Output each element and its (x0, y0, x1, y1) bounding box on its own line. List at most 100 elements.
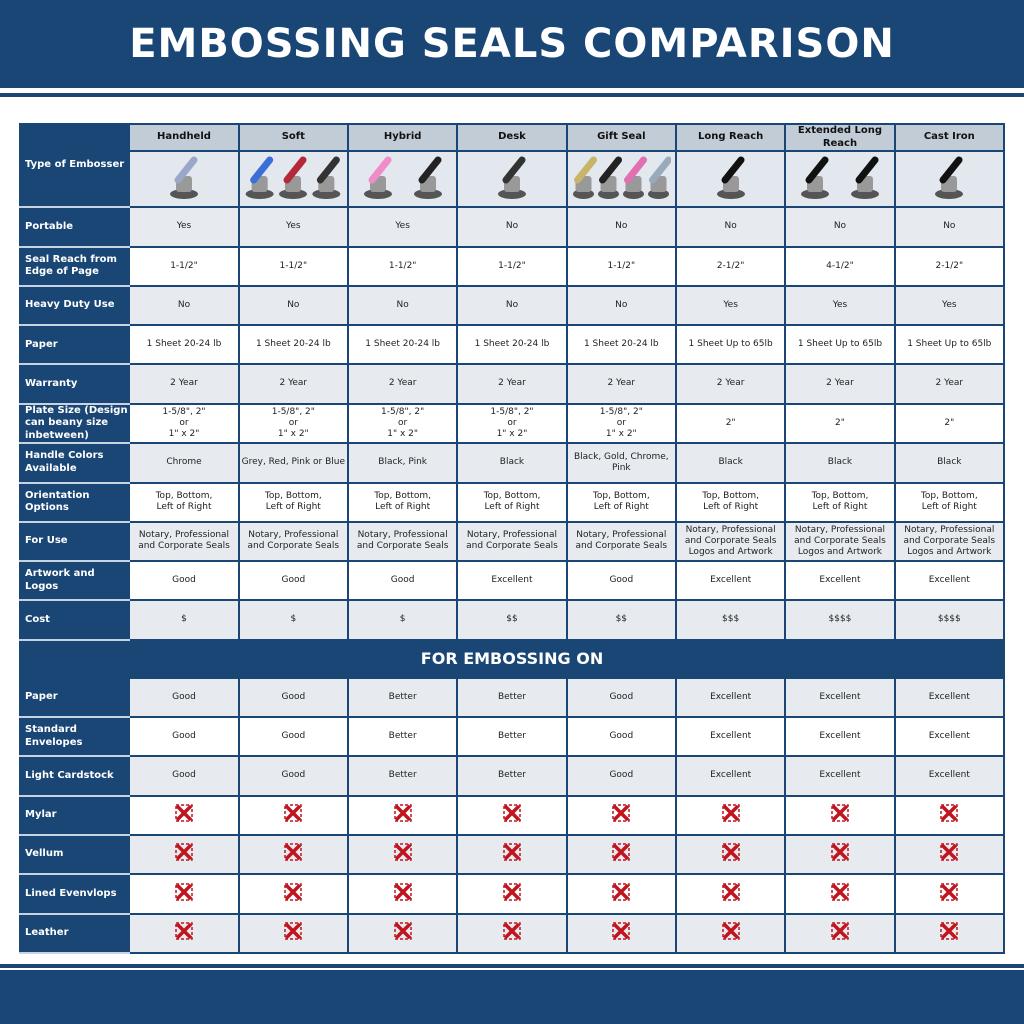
x-icon (393, 804, 412, 822)
product-image (456, 149, 568, 209)
comparison-table: Type of Embosser Handheld Soft Hybrid Desk Gi… (18, 122, 1006, 954)
table-cell: Notary, Professional and Corporate Seals… (674, 520, 787, 563)
table-cell: Yes (128, 206, 240, 248)
table-cell: No (784, 206, 896, 248)
row-label: For Use (18, 520, 131, 563)
table-cell: Good (565, 755, 677, 797)
product-image (237, 149, 349, 209)
table-cell: 2 Year (346, 363, 459, 405)
table-row: Orientation Options Top, Bottom, Left of … (18, 481, 1006, 523)
table-cell (565, 833, 677, 876)
x-icon (175, 843, 193, 862)
table-cell: 1 Sheet 20-24 lb (128, 324, 240, 366)
table-cell: Better (346, 755, 459, 797)
table-row: Paper Good Good Better Better Good Excellent Ex… (18, 676, 1006, 719)
table-cell: Better (346, 676, 459, 719)
table-cell: Top, Bottom, Left of Right (346, 481, 459, 523)
x-icon (612, 922, 631, 940)
table-cell: Good (346, 560, 459, 602)
table-cell: $ (237, 599, 349, 641)
table-row: Mylar (18, 794, 1006, 836)
table-cell: 2 Year (893, 363, 1006, 405)
x-icon (940, 843, 959, 862)
product-image (674, 149, 787, 209)
table-cell: Top, Bottom, Left of Right (128, 481, 240, 523)
table-cell: Notary, Professional and Corporate Seals… (893, 520, 1006, 563)
table-cell (128, 873, 240, 915)
table-cell: Top, Bottom, Left of Right (674, 481, 787, 523)
table-cell: No (893, 206, 1006, 248)
table-row: Portable Yes Yes Yes No No No No No (18, 206, 1006, 248)
table-cell: Excellent (893, 676, 1006, 719)
column-header: Handheld (128, 123, 240, 152)
table-cell (565, 873, 677, 915)
table-cell (893, 912, 1006, 954)
table-cell (893, 873, 1006, 915)
table-cell: Excellent (674, 755, 787, 797)
product-image (893, 149, 1006, 209)
x-icon (940, 882, 959, 901)
table-row: Handle Colors Available Chrome Grey, Red, … (18, 442, 1006, 484)
table-cell: Excellent (893, 755, 1006, 797)
row-label: Leather (18, 912, 131, 954)
x-icon (831, 804, 849, 822)
row-label: Warranty (18, 363, 131, 405)
table-cell: Notary, Professional and Corporate Seals (565, 520, 677, 563)
page-title: EMBOSSING SEALS COMPARISON (129, 21, 895, 67)
table-cell: 1-1/2" (346, 245, 459, 287)
table-cell: Excellent (784, 676, 896, 719)
table-cell: No (565, 284, 677, 327)
table-cell: 1-1/2" (237, 245, 349, 287)
product-image (565, 149, 677, 209)
table-cell: 4-1/2" (784, 245, 896, 287)
table-cell: Excellent (784, 755, 896, 797)
table-cell: 2 Year (128, 363, 240, 405)
table-cell: Excellent (674, 676, 787, 719)
table-row: Warranty 2 Year 2 Year 2 Year 2 Year 2 Year 2 … (18, 363, 1006, 405)
table-cell: Top, Bottom, Left of Right (893, 481, 1006, 523)
table-cell: Good (565, 560, 677, 602)
table-cell (346, 873, 459, 915)
table-cell (456, 833, 568, 876)
table-cell: No (456, 284, 568, 327)
table-cell: 2" (674, 402, 787, 445)
title-banner: EMBOSSING SEALS COMPARISON (0, 0, 1024, 88)
table-cell: Good (237, 560, 349, 602)
table-row: Plate Size (Design can beany size inbetw… (18, 402, 1006, 445)
table-cell: Better (456, 716, 568, 758)
table-cell: No (565, 206, 677, 248)
row-label: Light Cardstock (18, 755, 131, 797)
table-cell (674, 873, 787, 915)
table-cell: 2-1/2" (674, 245, 787, 287)
x-icon (503, 804, 521, 822)
section-title: FOR EMBOSSING ON (19, 638, 1005, 679)
column-header: Hybrid (346, 123, 459, 152)
table-row: Heavy Duty Use No No No No No Yes Yes Yes (18, 284, 1006, 327)
table-cell: Good (565, 716, 677, 758)
x-icon (940, 922, 959, 940)
row-label: Standard Envelopes (18, 716, 131, 758)
x-icon (393, 922, 412, 940)
table-cell (456, 794, 568, 836)
x-icon (721, 843, 740, 862)
table-cell: Top, Bottom, Left of Right (237, 481, 349, 523)
table-cell: 1-1/2" (565, 245, 677, 287)
x-icon (284, 922, 303, 940)
x-icon (721, 804, 740, 822)
table-cell: Better (346, 716, 459, 758)
x-icon (175, 804, 193, 822)
table-cell: 1 Sheet Up to 65lb (893, 324, 1006, 366)
table-cell: Good (565, 676, 677, 719)
table-cell (237, 794, 349, 836)
table-cell: Chrome (128, 442, 240, 484)
table-cell: $ (346, 599, 459, 641)
table-cell: 1-5/8", 2" or 1" x 2" (346, 402, 459, 445)
table-cell (456, 873, 568, 915)
column-header: Long Reach (674, 123, 787, 152)
table-cell (674, 794, 787, 836)
table-cell: 1-1/2" (456, 245, 568, 287)
table-row: Artwork and Logos Good Good Good Excellent Go… (18, 560, 1006, 602)
row-label: Portable (18, 206, 131, 248)
row-label: Seal Reach from Edge of Page (18, 245, 131, 287)
table-cell (784, 794, 896, 836)
